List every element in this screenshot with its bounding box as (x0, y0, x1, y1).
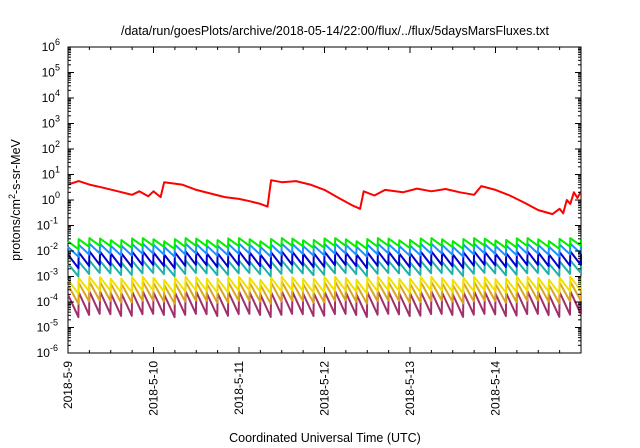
x-tick-label: 2018-5-12 (318, 361, 332, 416)
y-tick-label: 102 (42, 139, 60, 156)
y-tick-label: 10-3 (37, 267, 58, 284)
y-axis-label-rest: -s-sr-MeV (9, 138, 23, 194)
series-line-5 (67, 275, 582, 295)
series-line-0 (67, 179, 582, 216)
y-axis: 10-6 10-5 10-4 10-3 10-2 10-1 100 101 102 103 104 1… (37, 37, 581, 360)
series-line-2 (67, 242, 582, 258)
x-axis-label: Coordinated Universal Time (UTC) (229, 431, 421, 445)
series-layer (67, 179, 582, 319)
y-axis-label: protons/cm2-s-sr-MeV (7, 138, 23, 260)
series-line-4 (67, 259, 582, 278)
y-tick-label: 103 (42, 114, 60, 131)
series-line-6 (67, 280, 582, 305)
y-tick-label: 105 (42, 63, 60, 80)
x-tick-label: 2018-5-13 (403, 361, 417, 416)
x-tick-label: 2018-5-11 (232, 361, 246, 415)
x-tick-label: 2018-5-9 (61, 361, 75, 409)
x-axis: 2018-5-9 2018-5-10 2018-5-11 2018-5-12 2018-… (61, 47, 561, 416)
y-axis-label-sup: 2 (7, 194, 17, 199)
y-tick-label: 100 (42, 190, 60, 207)
y-tick-label: 10-4 (37, 292, 58, 309)
y-tick-label: 10-5 (37, 318, 58, 335)
y-tick-label: 104 (42, 88, 60, 105)
y-tick-label: 101 (42, 165, 60, 182)
x-tick-label: 2018-5-14 (489, 361, 503, 416)
y-tick-label: 10-6 (37, 343, 58, 360)
series-line-7 (67, 290, 582, 319)
y-tick-label: 10-2 (37, 241, 58, 258)
chart-title: /data/run/goesPlots/archive/2018-05-14/2… (121, 24, 550, 38)
y-axis-label-main: protons/cm (9, 199, 23, 261)
series-line-3 (67, 250, 582, 270)
x-tick-label: 2018-5-10 (147, 361, 161, 416)
y-tick-label: 10-1 (37, 216, 58, 233)
series-line-1 (67, 237, 582, 251)
y-tick-label: 106 (42, 37, 60, 54)
